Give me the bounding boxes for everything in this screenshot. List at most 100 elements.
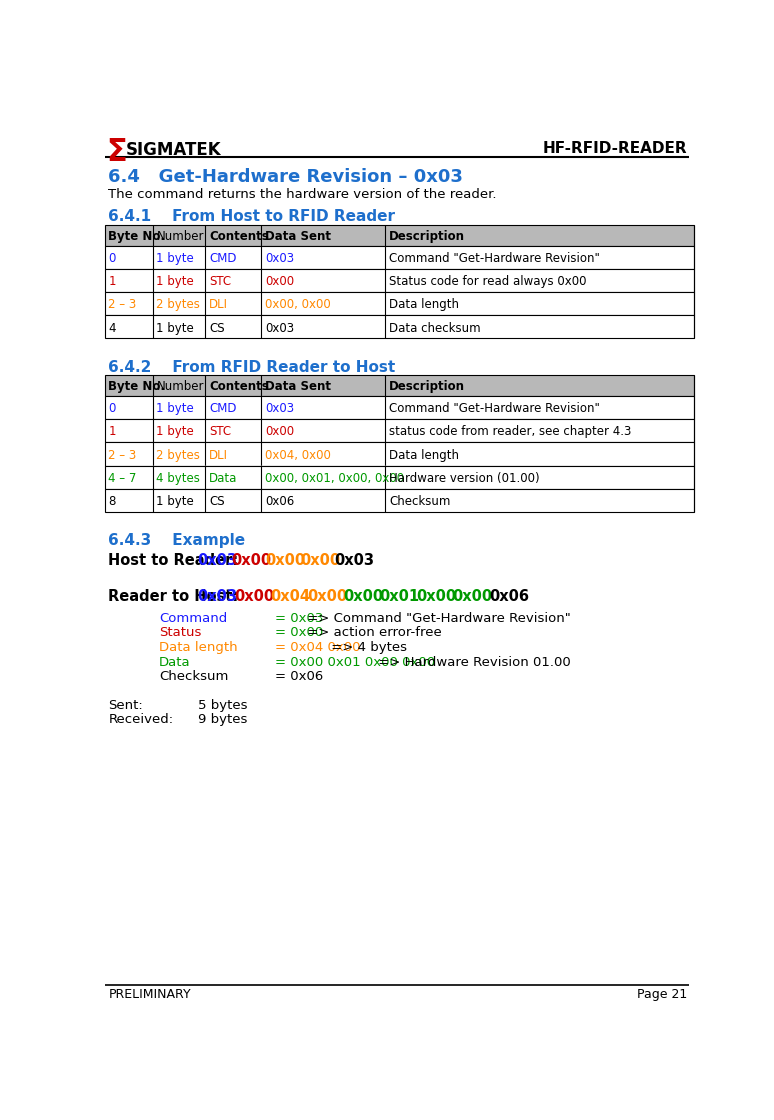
Text: CMD: CMD: [209, 402, 237, 416]
Text: status code from reader, see chapter 4.3: status code from reader, see chapter 4.3: [389, 426, 632, 438]
Text: 1 byte: 1 byte: [156, 426, 194, 438]
Text: 6.4.2    From RFID Reader to Host: 6.4.2 From RFID Reader to Host: [108, 360, 396, 375]
Text: 0x03: 0x03: [265, 321, 294, 335]
Text: = 0x04 0x00: = 0x04 0x00: [275, 641, 361, 654]
Text: DLI: DLI: [209, 298, 228, 311]
Text: => action error-free: => action error-free: [303, 626, 442, 640]
Bar: [104, 269, 694, 292]
Text: Byte No.: Byte No.: [108, 230, 166, 243]
Text: 0x03: 0x03: [197, 553, 238, 568]
Text: 1 byte: 1 byte: [156, 402, 194, 416]
Text: Data length: Data length: [389, 448, 459, 461]
Text: = 0x00: = 0x00: [275, 626, 324, 640]
Text: 0x03: 0x03: [334, 553, 374, 568]
Text: 2 bytes: 2 bytes: [156, 298, 200, 311]
Bar: [104, 396, 694, 419]
Text: Hardware version (01.00): Hardware version (01.00): [389, 472, 539, 485]
Text: STC: STC: [209, 276, 231, 288]
Text: 8: 8: [108, 495, 116, 507]
Text: HF-RFID-READER: HF-RFID-READER: [543, 140, 687, 156]
Text: 6.4.3    Example: 6.4.3 Example: [108, 533, 245, 549]
Text: 0x00: 0x00: [234, 589, 274, 604]
Bar: [104, 225, 694, 246]
Text: Checksum: Checksum: [389, 495, 450, 507]
Text: => Hardware Revision 01.00: => Hardware Revision 01.00: [375, 655, 571, 669]
Text: 0x00: 0x00: [307, 589, 347, 604]
Text: 0x06: 0x06: [265, 495, 294, 507]
Text: Contents: Contents: [209, 380, 269, 393]
Text: 0x00: 0x00: [265, 276, 294, 288]
Text: 0x00, 0x00: 0x00, 0x00: [265, 298, 330, 311]
Text: Contents: Contents: [209, 230, 269, 243]
Text: Host to Reader:: Host to Reader:: [108, 553, 238, 568]
Text: = 0x03: = 0x03: [275, 612, 324, 625]
Text: 0x03: 0x03: [265, 402, 294, 416]
Text: PRELIMINARY: PRELIMINARY: [108, 988, 191, 1001]
Text: 0x00, 0x01, 0x00, 0x00: 0x00, 0x01, 0x00, 0x00: [265, 472, 404, 485]
Text: 0x00: 0x00: [300, 553, 340, 568]
Text: 4 bytes: 4 bytes: [156, 472, 200, 485]
Text: DLI: DLI: [209, 448, 228, 461]
Text: Data length: Data length: [389, 298, 459, 311]
Text: 0x04, 0x00: 0x04, 0x00: [265, 448, 330, 461]
Bar: [104, 246, 694, 269]
Text: Command "Get-Hardware Revision": Command "Get-Hardware Revision": [389, 252, 600, 265]
Text: 0x00: 0x00: [265, 426, 294, 438]
Text: Data Sent: Data Sent: [265, 230, 331, 243]
Text: Σ: Σ: [106, 138, 127, 167]
Text: CMD: CMD: [209, 252, 237, 265]
Text: Command: Command: [159, 612, 227, 625]
Text: Data Sent: Data Sent: [265, 380, 331, 393]
Text: 1: 1: [108, 276, 116, 288]
Text: Page 21: Page 21: [637, 988, 687, 1001]
Text: 2 – 3: 2 – 3: [108, 448, 137, 461]
Text: Status: Status: [159, 626, 201, 640]
Text: 0: 0: [108, 252, 116, 265]
Text: Number: Number: [156, 380, 204, 393]
Text: = 0x06: = 0x06: [275, 670, 324, 683]
Text: 2 – 3: 2 – 3: [108, 298, 137, 311]
Text: 0x00: 0x00: [453, 589, 492, 604]
Text: 0x06: 0x06: [489, 589, 529, 604]
Text: 0x00: 0x00: [265, 553, 306, 568]
Text: => 4 bytes: => 4 bytes: [327, 641, 407, 654]
Text: Data: Data: [159, 655, 190, 669]
Text: 0x03: 0x03: [265, 252, 294, 265]
Text: 6.4   Get-Hardware Revision – 0x03: 6.4 Get-Hardware Revision – 0x03: [108, 168, 464, 186]
Text: 1 byte: 1 byte: [156, 321, 194, 335]
Text: 9 bytes: 9 bytes: [197, 712, 247, 726]
Text: 1 byte: 1 byte: [156, 495, 194, 507]
Text: 4: 4: [108, 321, 116, 335]
Text: 1 byte: 1 byte: [156, 252, 194, 265]
Text: Description: Description: [389, 230, 465, 243]
Text: = 0x00 0x01 0x00 0x00: = 0x00 0x01 0x00 0x00: [275, 655, 435, 669]
Text: => Command "Get-Hardware Revision": => Command "Get-Hardware Revision": [303, 612, 571, 625]
Text: 0x03: 0x03: [197, 589, 238, 604]
Text: Command "Get-Hardware Revision": Command "Get-Hardware Revision": [389, 402, 600, 416]
Text: 0x04: 0x04: [270, 589, 310, 604]
Text: 0x00: 0x00: [343, 589, 383, 604]
Text: 0: 0: [108, 402, 116, 416]
Text: Number: Number: [156, 230, 204, 243]
Text: Checksum: Checksum: [159, 670, 228, 683]
Text: The command returns the hardware version of the reader.: The command returns the hardware version…: [108, 188, 497, 202]
Text: Status code for read always 0x00: Status code for read always 0x00: [389, 276, 587, 288]
Bar: [104, 375, 694, 396]
Text: Reader to Host:: Reader to Host:: [108, 589, 238, 604]
Text: 1: 1: [108, 426, 116, 438]
Text: 2 bytes: 2 bytes: [156, 448, 200, 461]
Text: SIGMATEK: SIGMATEK: [126, 140, 222, 159]
Text: CS: CS: [209, 321, 224, 335]
Text: Data length: Data length: [159, 641, 238, 654]
Text: 5 bytes: 5 bytes: [197, 699, 247, 712]
Text: 0x00: 0x00: [231, 553, 272, 568]
Text: STC: STC: [209, 426, 231, 438]
Text: Data: Data: [209, 472, 238, 485]
Text: Received:: Received:: [108, 712, 173, 726]
Bar: [104, 419, 694, 442]
Bar: [104, 316, 694, 338]
Text: CS: CS: [209, 495, 224, 507]
Bar: [104, 466, 694, 488]
Text: Description: Description: [389, 380, 465, 393]
Bar: [104, 488, 694, 512]
